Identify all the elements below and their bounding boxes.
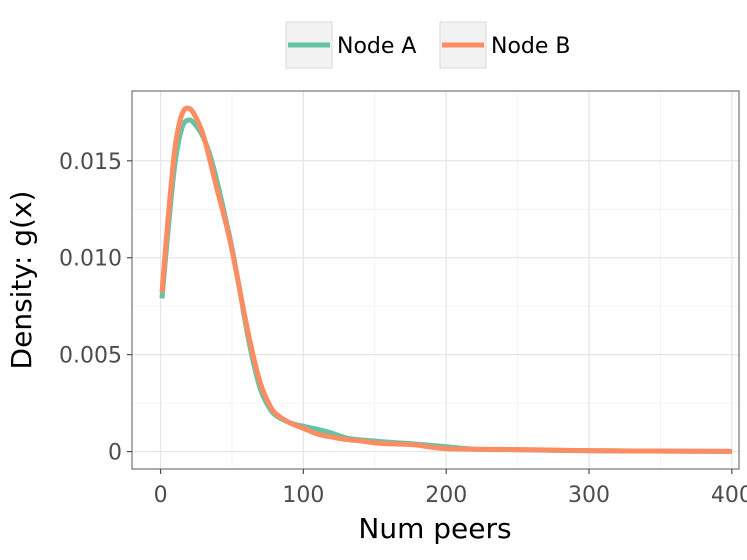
y-tick-label: 0.015 xyxy=(59,150,122,175)
x-axis-title: Num peers xyxy=(358,512,511,545)
x-tick-label: 300 xyxy=(568,483,610,508)
y-tick-label: 0.005 xyxy=(59,344,122,369)
plot-border xyxy=(131,90,740,470)
y-axis-title: Density: g(x) xyxy=(5,191,38,370)
legend: Node A Node B xyxy=(285,21,571,69)
y-tick-label: 0 xyxy=(108,441,122,466)
grid-lines xyxy=(132,91,739,469)
series-lines xyxy=(159,105,732,454)
legend-label-node-a: Node A xyxy=(337,34,416,59)
series-line-node-b xyxy=(159,105,732,454)
x-tick-label: 0 xyxy=(154,483,168,508)
x-tick-label: 400 xyxy=(711,483,747,508)
plot-panel xyxy=(132,91,739,469)
x-tick-label: 100 xyxy=(282,483,324,508)
axis-ticks: 0 100 200 300 400 0 0.005 0.010 0.015 xyxy=(59,150,747,508)
legend-label-node-b: Node B xyxy=(491,34,571,59)
x-tick-label: 200 xyxy=(425,483,467,508)
y-tick-label: 0.010 xyxy=(59,247,122,272)
